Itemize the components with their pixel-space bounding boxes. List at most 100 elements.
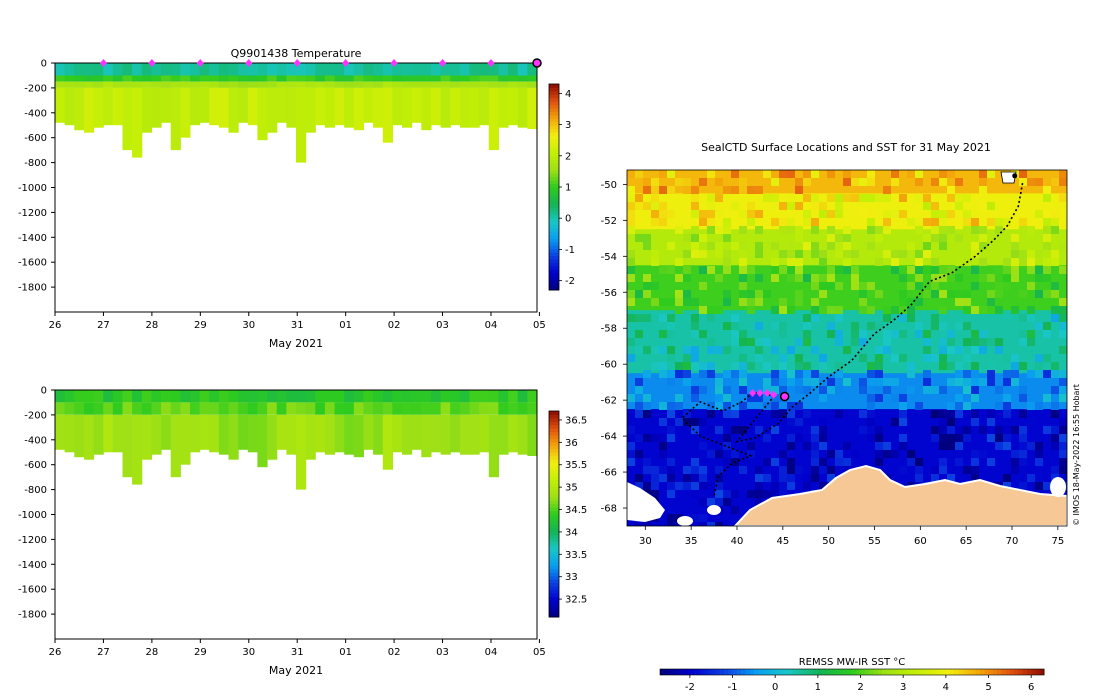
temperature-profile-layer [440,75,451,82]
sst-cell [739,178,747,186]
sst-colorbar-segment [719,669,725,675]
sst-cell [835,306,843,314]
sst-colorbar-segment [809,669,815,675]
temperature-profile-layer [296,87,307,163]
salinity-profile-layer [392,402,403,415]
sst-colorbar-segment [745,669,751,675]
sst-cell [939,234,947,242]
temperature-profile-layer [218,75,230,82]
sst-cell [1003,378,1011,386]
temperature-colorbar-segment [549,169,559,174]
sst-cell [891,210,899,218]
sst-cell [739,298,747,306]
sst-colorbar-tick-label: 0 [772,682,778,693]
sst-cell [1059,394,1067,402]
salinity-profile-layer [508,390,519,403]
salinity-profile-layer [228,414,239,460]
sst-cell [883,306,891,314]
salinity-profile-layer [267,390,278,403]
sst-cell [691,426,699,434]
sst-cell [811,282,819,290]
temperature-colorbar-segment [549,180,559,184]
sst-colorbar-segment [898,669,904,675]
temperature-colorbar-segment [549,204,559,209]
sst-cell [851,322,859,330]
sst-cell [819,442,827,450]
temperature-axes: 0-200-400-600-800-1000-1200-1400-1600-18… [18,59,546,332]
sst-cell [755,322,763,330]
sst-cell [691,514,699,522]
salinity-profile-layer [382,414,393,470]
temperature-profile-layer [151,63,162,76]
sst-cell [787,346,795,354]
sst-cell [891,306,899,314]
sst-cell [699,362,707,370]
sst-colorbar-segment [770,669,776,675]
temperature-profile-layer [161,87,172,123]
sst-cell [875,394,883,402]
temperature-profile-layer [392,75,403,82]
sst-cell [947,226,955,234]
sst-cell [963,434,971,442]
sst-cell [803,386,811,394]
temperature-colorbar-tick-label: -2 [565,276,575,287]
sst-cell [811,474,819,482]
temperature-profile-layer [363,63,374,76]
sst-cell [811,466,819,474]
sst-cell [691,386,699,394]
temperature-profile-layer [305,81,316,88]
sst-cell [643,394,651,402]
sst-cell [915,218,923,226]
salinity-ytick-label: -400 [24,435,47,446]
sst-cell [835,194,843,202]
temperature-profile-layer [238,81,249,88]
map-frame [626,169,1068,527]
temperature-profile-layer [64,87,75,126]
sst-cell [659,402,667,410]
sst-cell [1059,346,1067,354]
sst-cell [771,274,779,282]
temperature-colorbar-segment [549,252,559,257]
sst-colorbar-segment [758,669,763,675]
sst-cell [747,362,755,370]
sst-colorbar-segment [839,669,844,675]
sst-cell [787,274,795,282]
sst-cell [939,410,947,418]
sst-cell [723,298,731,306]
sst-cell [971,282,979,290]
temperature-profile-layer [469,63,480,76]
sst-cell [1027,314,1035,322]
salinity-profile-layer [199,414,210,450]
temperature-colorbar-segment [549,241,559,246]
sst-cell [811,314,819,322]
sst-cell [859,426,867,434]
sst-cell [699,522,707,526]
sst-cell [1003,314,1011,322]
sst-cell [827,210,835,218]
temperature-colorbar-segment [549,108,559,112]
sst-cell [803,426,811,434]
temperature-profile-layer [180,81,191,88]
sst-cell [707,338,715,346]
sst-cell [1027,226,1035,234]
salinity-colorbar-segment [549,479,559,484]
sst-cell [923,370,931,378]
sst-cell [827,330,835,338]
sst-cell [699,418,707,426]
sst-cell [675,402,683,410]
sst-colorbar-segment [783,669,789,675]
sst-cell [1019,218,1027,226]
sst-cell [891,330,899,338]
sst-cell [707,362,715,370]
sst-cell [987,202,995,210]
temperature-profile-layer [344,75,355,82]
salinity-colorbar-segment [549,496,559,501]
sst-cell [819,474,827,482]
sst-colorbar-segment [1001,669,1007,675]
sst-cell [819,282,827,290]
sst-cell [667,466,675,474]
sst-cell [843,178,851,186]
sst-cell [795,202,803,210]
temperature-profile-layer [286,81,297,88]
salinity-profile-layer [488,390,499,403]
